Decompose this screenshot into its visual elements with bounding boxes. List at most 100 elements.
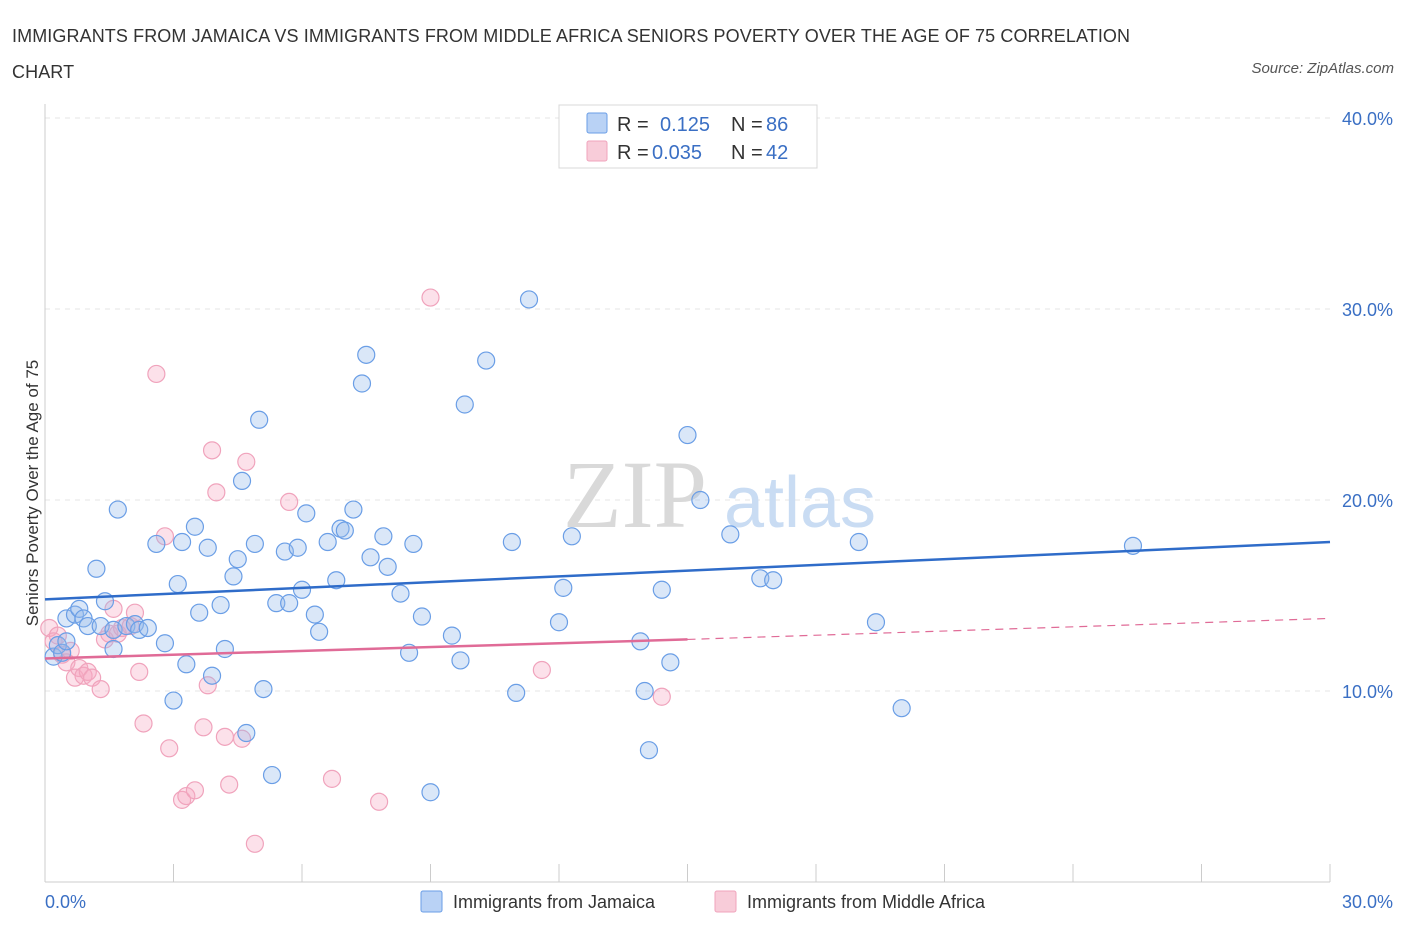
series-jamaica-points bbox=[44, 290, 1143, 802]
jamaica-point-26 bbox=[190, 603, 209, 622]
jamaica-point-59 bbox=[404, 534, 423, 554]
jamaica-point-65 bbox=[477, 351, 496, 370]
middle-africa-point-35 bbox=[245, 834, 264, 853]
jamaica-point-55 bbox=[374, 527, 393, 546]
middle-africa-point-34 bbox=[237, 452, 256, 471]
middle-africa-point-21 bbox=[147, 364, 166, 384]
trend-lines bbox=[44, 540, 1331, 660]
legend-n-label-middle-africa: N = bbox=[731, 142, 763, 164]
jamaica-point-12 bbox=[104, 639, 123, 659]
jamaica-point-35 bbox=[245, 534, 264, 554]
middle-africa-point-29 bbox=[202, 441, 222, 460]
jamaica-point-43 bbox=[292, 580, 312, 599]
legend-r-label-middle-africa: R = bbox=[617, 142, 649, 164]
legend: R = 0.125 N = 86 R = 0.035 N = 42 bbox=[558, 104, 818, 169]
series-legend-swatch-middle-africa bbox=[714, 890, 737, 913]
jamaica-point-83 bbox=[866, 613, 886, 632]
jamaica-point-56 bbox=[378, 557, 397, 576]
legend-r-value-middle-africa: 0.035 bbox=[652, 142, 702, 164]
y-tick-label-3: 40.0% bbox=[1342, 109, 1393, 129]
jamaica-point-0 bbox=[44, 647, 63, 666]
jamaica-point-74 bbox=[639, 741, 659, 760]
watermark: ZIP atlas bbox=[563, 441, 876, 548]
jamaica-point-84 bbox=[892, 699, 911, 718]
jamaica-point-64 bbox=[455, 395, 474, 414]
y-tick-label-2: 30.0% bbox=[1342, 300, 1393, 320]
jamaica-point-19 bbox=[147, 534, 166, 554]
series-legend: Immigrants from Jamaica Immigrants from … bbox=[420, 890, 986, 913]
jamaica-point-22 bbox=[168, 574, 187, 594]
watermark-zip: ZIP bbox=[563, 441, 707, 548]
legend-r-value-jamaica: 0.125 bbox=[660, 114, 710, 136]
jamaica-point-38 bbox=[262, 765, 282, 785]
jamaica-point-61 bbox=[421, 783, 440, 802]
jamaica-point-66 bbox=[502, 532, 521, 552]
grid-lines bbox=[45, 117, 1330, 692]
jamaica-point-33 bbox=[232, 471, 252, 490]
jamaica-point-14 bbox=[108, 500, 127, 519]
jamaica-point-51 bbox=[344, 500, 363, 519]
jamaica-point-46 bbox=[310, 622, 329, 641]
middle-africa-trend-line bbox=[44, 638, 688, 660]
middle-africa-point-31 bbox=[215, 727, 234, 746]
jamaica-point-36 bbox=[250, 410, 269, 429]
middle-africa-point-20 bbox=[134, 714, 153, 733]
jamaica-point-27 bbox=[198, 538, 217, 557]
middle-africa-point-32 bbox=[220, 775, 239, 794]
jamaica-point-3 bbox=[57, 632, 76, 651]
legend-n-value-jamaica: 86 bbox=[766, 114, 788, 136]
jamaica-point-48 bbox=[327, 571, 346, 590]
legend-r-label-jamaica: R = bbox=[617, 114, 649, 136]
jamaica-point-9 bbox=[87, 559, 106, 578]
jamaica-point-52 bbox=[352, 374, 372, 393]
x-tick-labels: 0.0% 30.0% bbox=[45, 892, 1393, 912]
jamaica-point-76 bbox=[661, 653, 680, 672]
y-tick-label-0: 10.0% bbox=[1342, 682, 1393, 702]
jamaica-point-23 bbox=[172, 532, 192, 552]
jamaica-point-39 bbox=[267, 594, 286, 613]
legend-swatch-jamaica bbox=[586, 112, 608, 134]
middle-africa-point-38 bbox=[370, 792, 389, 811]
jamaica-point-24 bbox=[177, 655, 196, 674]
y-axis-label: Seniors Poverty Over the Age of 75 bbox=[23, 360, 42, 626]
jamaica-point-73 bbox=[635, 681, 654, 701]
jamaica-point-50 bbox=[335, 521, 354, 540]
jamaica-point-45 bbox=[305, 605, 324, 624]
series-legend-label-jamaica: Immigrants from Jamaica bbox=[453, 892, 656, 912]
jamaica-point-8 bbox=[78, 616, 97, 636]
legend-n-label-jamaica: N = bbox=[731, 114, 763, 136]
jamaica-point-82 bbox=[849, 532, 868, 552]
jamaica-point-77 bbox=[678, 425, 697, 445]
middle-africa-point-27 bbox=[194, 718, 213, 737]
series-legend-swatch-jamaica bbox=[420, 890, 443, 913]
middle-africa-point-40 bbox=[532, 660, 551, 680]
jamaica-point-79 bbox=[721, 525, 740, 544]
jamaica-point-68 bbox=[519, 290, 539, 309]
y-tick-labels: 10.0% 20.0% 30.0% 40.0% bbox=[1342, 109, 1393, 702]
jamaica-point-63 bbox=[451, 651, 470, 670]
middle-africa-point-23 bbox=[160, 739, 179, 758]
axes bbox=[44, 104, 1331, 883]
jamaica-point-34 bbox=[237, 723, 256, 743]
jamaica-point-29 bbox=[211, 595, 230, 615]
jamaica-point-75 bbox=[652, 580, 671, 599]
jamaica-point-20 bbox=[155, 634, 175, 653]
jamaica-point-25 bbox=[185, 517, 205, 536]
jamaica-point-30 bbox=[215, 639, 234, 659]
jamaica-point-28 bbox=[202, 666, 222, 685]
middle-africa-trend-extension bbox=[687, 617, 1331, 641]
jamaica-point-78 bbox=[691, 490, 710, 510]
jamaica-point-41 bbox=[280, 594, 299, 613]
middle-africa-point-28 bbox=[198, 676, 217, 695]
series-middle-africa-points bbox=[40, 288, 671, 853]
middle-africa-point-30 bbox=[207, 483, 226, 502]
jamaica-point-32 bbox=[228, 550, 247, 569]
middle-africa-point-26 bbox=[185, 781, 205, 800]
jamaica-point-47 bbox=[318, 532, 337, 552]
source-label: Source: ZipAtlas.com bbox=[1251, 60, 1394, 77]
x-tick-label-1: 30.0% bbox=[1342, 892, 1393, 912]
jamaica-trend-line bbox=[44, 540, 1331, 601]
middle-africa-point-36 bbox=[280, 492, 299, 512]
jamaica-point-54 bbox=[361, 548, 380, 567]
